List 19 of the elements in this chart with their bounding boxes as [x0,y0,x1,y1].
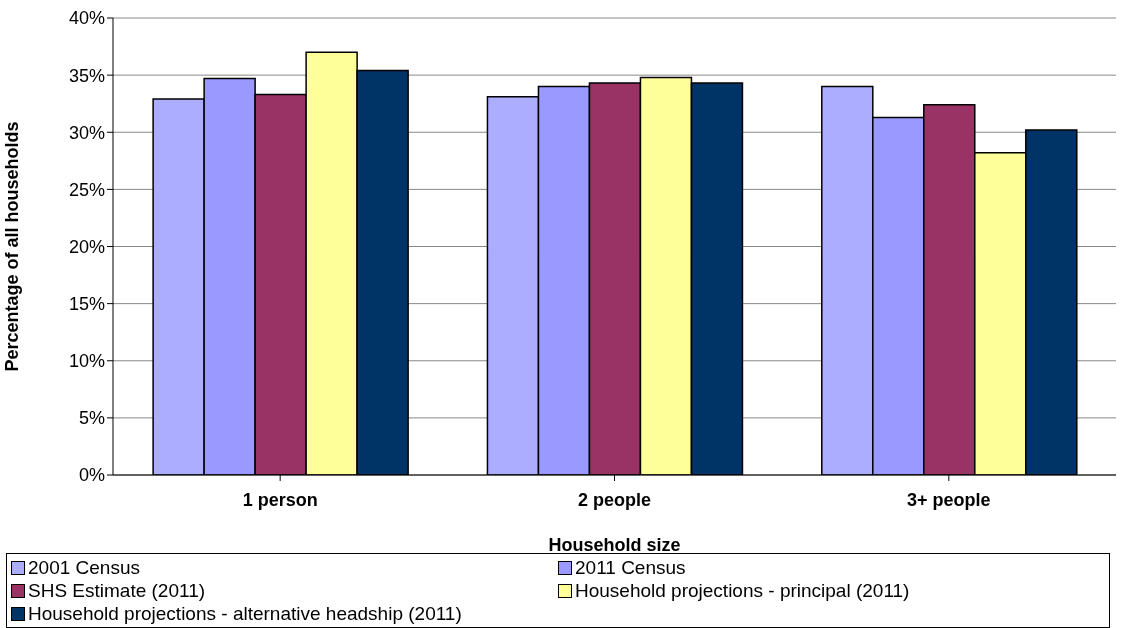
y-tick-label: 35% [68,65,105,86]
y-tick-label: 5% [78,408,105,429]
y-tick-label: 40% [68,8,105,29]
y-tick-label: 20% [68,236,105,257]
x-axis-title: Household size [548,535,681,555]
x-tick-label: 2 people [577,489,652,510]
x-tick-label: 1 person [242,489,318,510]
y-tick-label: 0% [78,465,105,486]
y-tick-label: 25% [68,179,105,200]
legend-label: 2011 Census [575,556,686,579]
x-tick-label: 3+ people [907,489,991,510]
legend-label: 2001 Census [28,556,140,579]
y-axis-title: Percentage of all households [2,121,23,372]
y-tick-label: 30% [68,122,105,143]
y-tick-label: 15% [68,294,105,315]
legend-label: SHS Estimate (2011) [28,579,206,602]
legend-label: Household projections - principal (2011) [575,579,910,602]
legend-label: Household projections - alternative headship (2011) [28,602,462,625]
y-tick-label: 10% [68,351,105,372]
